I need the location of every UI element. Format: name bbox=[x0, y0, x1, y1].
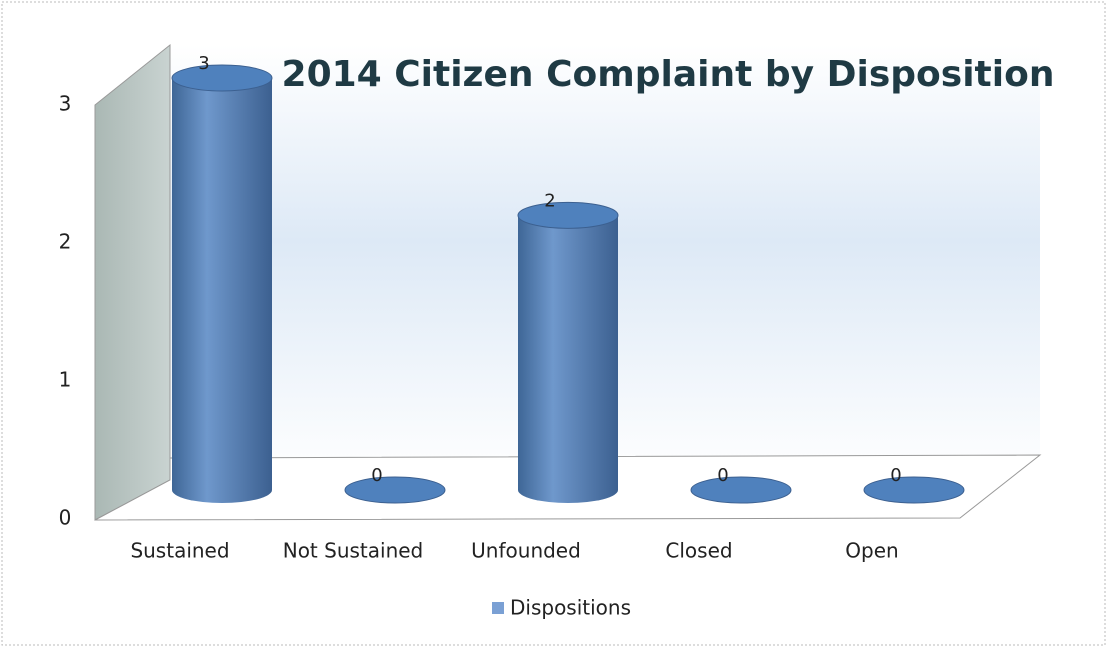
cylinder-base bbox=[172, 477, 272, 503]
cylinder-top bbox=[863, 476, 965, 504]
y-tick-label: 3 bbox=[59, 92, 72, 116]
cylinder-top bbox=[171, 64, 273, 92]
bar bbox=[517, 201, 619, 503]
x-tick-label: Unfounded bbox=[471, 539, 581, 563]
y-tick-label: 0 bbox=[59, 506, 72, 530]
legend-label: Dispositions bbox=[510, 596, 631, 620]
cylinder-top bbox=[344, 476, 446, 504]
cylinder-top bbox=[690, 476, 792, 504]
y-tick-label: 1 bbox=[59, 368, 72, 392]
data-label: 0 bbox=[371, 465, 382, 486]
y-tick-label: 2 bbox=[59, 230, 72, 254]
bar bbox=[171, 64, 273, 503]
cylinder-base bbox=[518, 477, 618, 503]
data-label: 3 bbox=[198, 53, 209, 74]
cylinder-body bbox=[172, 78, 272, 490]
data-label: 0 bbox=[890, 465, 901, 486]
chart-title: 2014 Citizen Complaint by Disposition bbox=[282, 54, 1055, 95]
x-tick-label: Not Sustained bbox=[283, 539, 424, 563]
bar bbox=[344, 476, 446, 504]
data-label: 0 bbox=[717, 465, 728, 486]
bar bbox=[863, 476, 965, 504]
x-tick-label: Closed bbox=[665, 539, 732, 563]
x-tick-label: Sustained bbox=[130, 539, 229, 563]
legend-swatch bbox=[492, 602, 504, 614]
cylinder-top bbox=[517, 201, 619, 229]
x-tick-label: Open bbox=[845, 539, 898, 563]
data-label: 2 bbox=[544, 190, 555, 211]
side-wall bbox=[94, 43, 171, 521]
bar bbox=[690, 476, 792, 504]
cylinder-body bbox=[518, 215, 618, 491]
